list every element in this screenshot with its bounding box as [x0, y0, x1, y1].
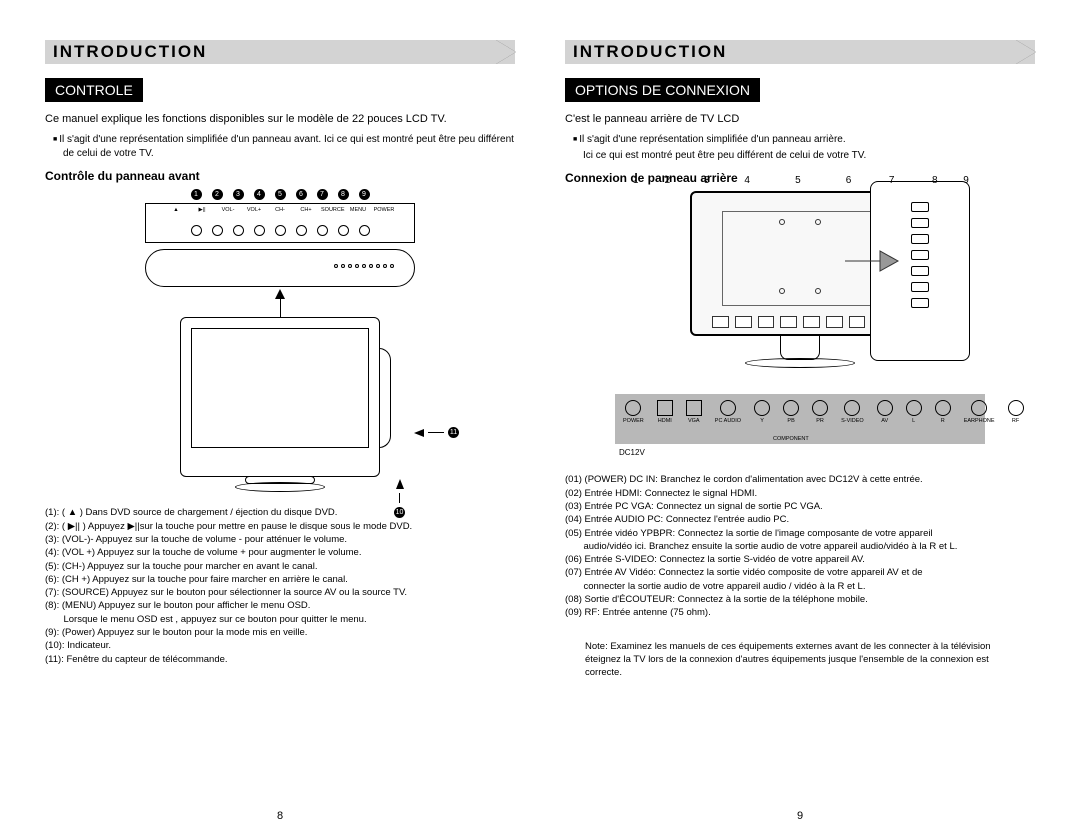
num-5: 5 — [275, 189, 286, 200]
port-label: HDMI — [658, 418, 672, 424]
port-earphone: EARPHONE — [964, 400, 995, 424]
controle-badge: CONTROLE — [45, 78, 143, 102]
front-panel-heading: Contrôle du panneau avant — [45, 169, 515, 183]
port-label: Y — [760, 418, 764, 424]
num-6: 6 — [296, 189, 307, 200]
callout-11: 11 — [414, 427, 459, 438]
button-labels: ▲ ▶|| VOL- VOL+ CH- CH+ SOURCE MENU POWE… — [146, 207, 414, 213]
dc-label: DC12V — [619, 448, 985, 457]
port-num-3: 3 — [686, 175, 727, 186]
tv-top-view — [145, 249, 415, 287]
port-icon — [625, 400, 641, 416]
port-hdmi: HDMI — [657, 400, 673, 424]
options-badge: OPTIONS DE CONNEXION — [565, 78, 760, 102]
num-8: 8 — [338, 189, 349, 200]
port-num-4: 4 — [727, 175, 768, 186]
num-3: 3 — [233, 189, 244, 200]
port-label: R — [941, 418, 945, 424]
zoom-arrow-icon — [840, 241, 900, 281]
port-y: Y — [754, 400, 770, 424]
port-icon — [657, 400, 673, 416]
port-label: PC AUDIO — [715, 418, 741, 424]
intro-bar-right: INTRODUCTION — [565, 40, 1035, 64]
port-num-7: 7 — [869, 175, 915, 186]
left-page: INTRODUCTION CONTROLE Ce manuel explique… — [30, 40, 530, 814]
port-s-video: S-VIDEO — [841, 400, 864, 424]
port-icon — [906, 400, 922, 416]
num-7: 7 — [317, 189, 328, 200]
callout-10: 10 — [394, 479, 405, 518]
num-2: 2 — [212, 189, 223, 200]
port-label: VGA — [688, 418, 700, 424]
intro-paragraph: Ce manuel explique les fonctions disponi… — [45, 112, 515, 127]
port-icon — [971, 400, 987, 416]
intro-title: INTRODUCTION — [45, 40, 515, 64]
tv-front-view — [180, 317, 380, 477]
intro-bullet: Il s'agit d'une représentation simplifié… — [45, 133, 515, 161]
panel-number-row: 1 2 3 4 5 6 7 8 9 — [145, 189, 415, 200]
port-label: L — [912, 418, 915, 424]
port-av: AV — [877, 400, 893, 424]
port-icon — [720, 400, 736, 416]
port-pb: PB — [783, 400, 799, 424]
rear-panel-diagram: 123456789 POWERHDMIVGAPC AUDIOYPBPRS-VID… — [615, 191, 985, 457]
num-1: 1 — [191, 189, 202, 200]
page-number-left: 8 — [277, 810, 283, 822]
intro-paragraph-right: C'est le panneau arrière de TV LCD — [565, 112, 1035, 127]
button-panel: ▲ ▶|| VOL- VOL+ CH- CH+ SOURCE MENU POWE… — [145, 203, 415, 243]
port-label: EARPHONE — [964, 418, 995, 424]
port-label: POWER — [623, 418, 644, 424]
intro-bullet-right-1: Il s'agit d'une représentation simplifié… — [565, 133, 1035, 147]
intro-title-right: INTRODUCTION — [565, 40, 1035, 64]
port-vga: VGA — [686, 400, 702, 424]
port-label: AV — [881, 418, 888, 424]
port-r: R — [935, 400, 951, 424]
port-number-row: 123456789 — [623, 175, 977, 186]
note-box: Note: Examinez les manuels de ces équipe… — [565, 640, 1035, 680]
port-icon — [783, 400, 799, 416]
intro-bullet-right-2: Ici ce qui est montré peut être peu diff… — [565, 149, 1035, 163]
port-label: PR — [816, 418, 824, 424]
port-label: S-VIDEO — [841, 418, 864, 424]
port-num-1: 1 — [623, 175, 648, 186]
port-label: PB — [787, 418, 794, 424]
right-page: INTRODUCTION OPTIONS DE CONNEXION C'est … — [550, 40, 1050, 814]
port-label: RF — [1012, 418, 1019, 424]
port-power: POWER — [623, 400, 644, 424]
front-panel-diagram: 1 2 3 4 5 6 7 8 9 ▲ ▶|| VOL- VOL+ CH- CH… — [145, 189, 415, 492]
port-icon — [1008, 400, 1024, 416]
num-4: 4 — [254, 189, 265, 200]
port-num-9: 9 — [955, 175, 977, 186]
port-icon — [754, 400, 770, 416]
port-num-2: 2 — [648, 175, 686, 186]
port-pc audio: PC AUDIO — [715, 400, 741, 424]
num-9: 9 — [359, 189, 370, 200]
port-icon — [844, 400, 860, 416]
port-num-6: 6 — [828, 175, 869, 186]
port-strip: POWERHDMIVGAPC AUDIOYPBPRS-VIDEOAVLREARP… — [615, 394, 985, 444]
front-items-list: (1): ( ▲ ) Dans DVD source de chargement… — [45, 506, 515, 666]
page-number-right: 9 — [797, 810, 803, 822]
port-icon — [935, 400, 951, 416]
intro-bar: INTRODUCTION — [45, 40, 515, 64]
port-pr: PR — [812, 400, 828, 424]
port-icon — [877, 400, 893, 416]
port-icon — [812, 400, 828, 416]
port-icon — [686, 400, 702, 416]
port-num-5: 5 — [767, 175, 828, 186]
component-label: COMPONENT — [773, 436, 809, 442]
rear-desc-list: (01) (POWER) DC IN: Branchez le cordon d… — [565, 473, 1035, 619]
port-rf: RF — [1008, 400, 1024, 424]
port-num-8: 8 — [914, 175, 955, 186]
port-l: L — [906, 400, 922, 424]
